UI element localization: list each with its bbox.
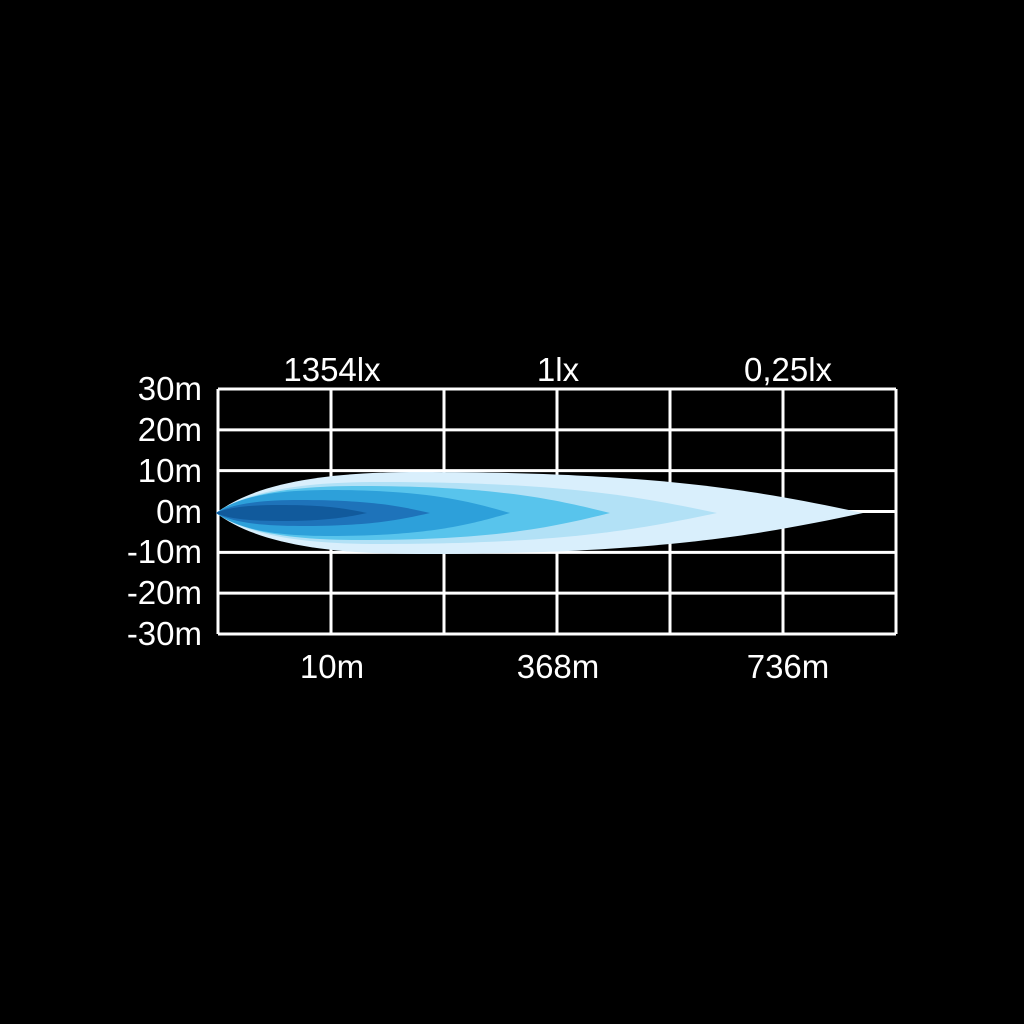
y-tick-label-neg10m: -10m bbox=[126, 533, 202, 570]
x-tick-label-368m: 368m bbox=[516, 648, 600, 685]
beam-contours bbox=[216, 472, 863, 554]
lux-label-1lx: 1lx bbox=[536, 351, 580, 388]
x-tick-label-736m: 736m bbox=[746, 648, 830, 685]
y-tick-label-0m: 0m bbox=[156, 493, 202, 530]
lux-label-0-25lx: 0,25lx bbox=[743, 351, 833, 388]
y-tick-label-neg30m: -30m bbox=[126, 615, 202, 652]
x-tick-label-10m: 10m bbox=[299, 648, 365, 685]
lux-label-1354lx: 1354lx bbox=[283, 351, 381, 388]
y-tick-label-30m: 30m bbox=[137, 370, 202, 407]
beam-layer-contour-innermost-1354lx bbox=[216, 505, 367, 521]
y-tick-label-20m: 20m bbox=[137, 411, 202, 448]
y-tick-label-10m: 10m bbox=[137, 452, 202, 489]
y-tick-label-neg20m: -20m bbox=[126, 574, 202, 611]
